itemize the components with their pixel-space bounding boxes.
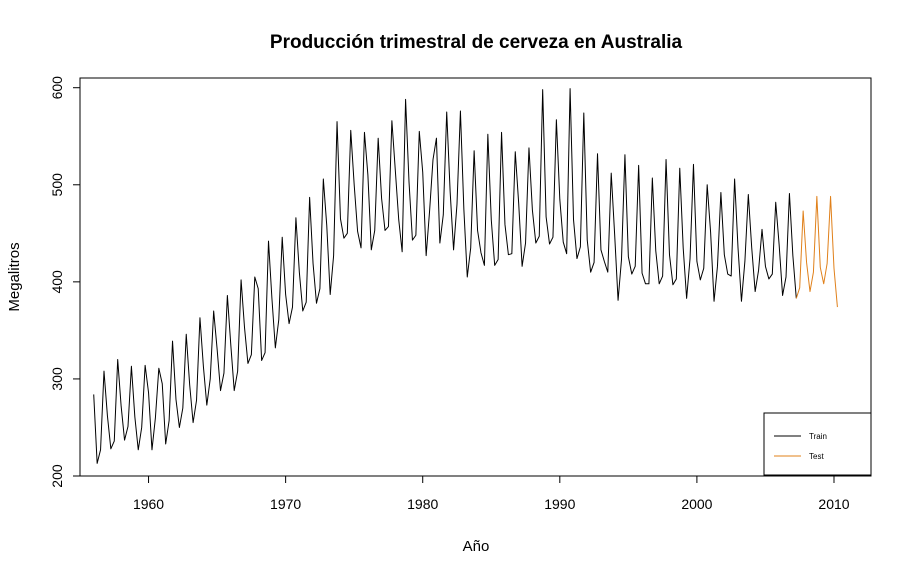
x-axis-label: Año <box>463 538 490 555</box>
x-tick-label: 1960 <box>133 496 164 512</box>
plot-frame <box>79 77 872 477</box>
y-tick-label: 600 <box>49 76 65 100</box>
x-tick-label: 1980 <box>407 496 438 512</box>
x-tick-label: 2010 <box>818 496 849 512</box>
y-tick-label: 500 <box>49 173 65 197</box>
axes-layer: 1960 1970 1980 1990 2000 2010 200 300 400 500 600 <box>49 76 850 512</box>
legend-box <box>763 412 872 476</box>
y-tick-label: 300 <box>49 367 65 391</box>
y-tick-label: 200 <box>49 464 65 488</box>
x-tick-label: 2000 <box>681 496 712 512</box>
x-tick-label: 1970 <box>270 496 301 512</box>
series-line-test <box>795 195 838 308</box>
series-layer <box>93 88 838 464</box>
y-tick-label: 400 <box>49 270 65 294</box>
legend-label-train: Train <box>809 432 827 441</box>
legend: Train Test <box>763 412 872 476</box>
series-line-train <box>93 88 797 464</box>
legend-label-test: Test <box>809 452 824 461</box>
chart-title: Producción trimestral de cerveza en Aust… <box>270 32 683 53</box>
y-axis-label: Megalitros <box>6 242 23 311</box>
x-tick-label: 1990 <box>544 496 575 512</box>
